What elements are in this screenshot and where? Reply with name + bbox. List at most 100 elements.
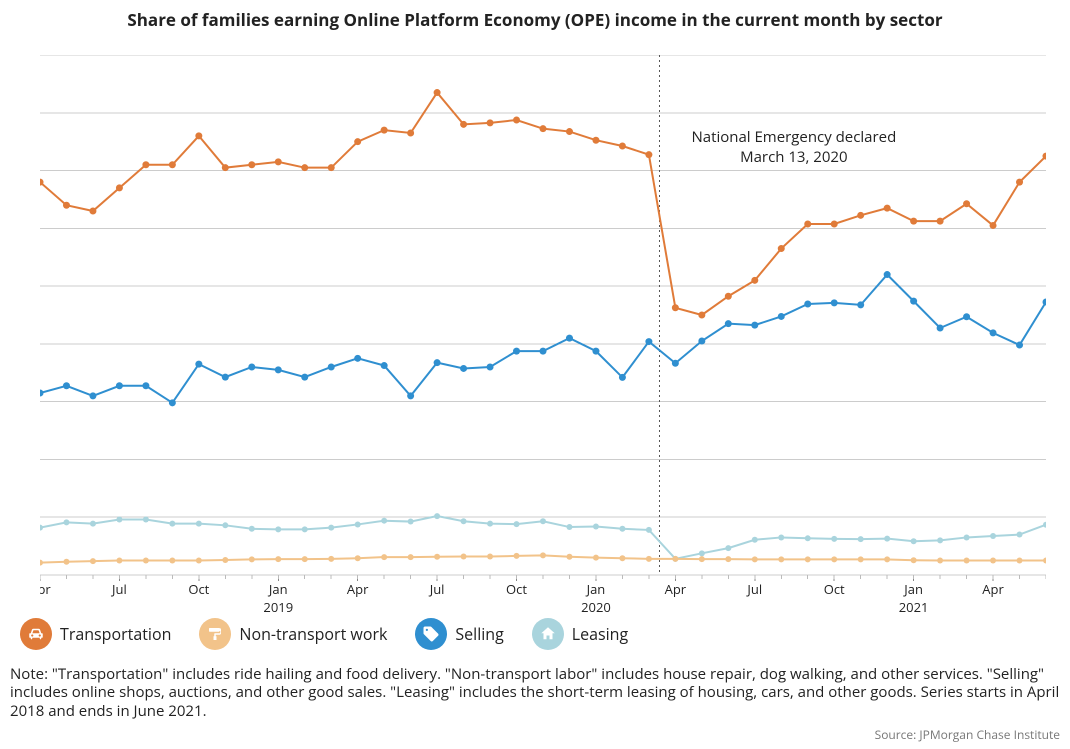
- series-non_transport-point: [408, 554, 414, 560]
- series-transportation-point: [990, 222, 997, 229]
- series-selling-point: [434, 359, 441, 366]
- series-selling: [40, 275, 1046, 403]
- reference-annotation: National Emergency declared March 13, 20…: [691, 128, 896, 167]
- x-year-label: 2021: [899, 598, 929, 616]
- series-non_transport-point: [884, 556, 890, 562]
- series-transportation-point: [645, 151, 652, 158]
- series-selling-point: [222, 374, 229, 381]
- series-leasing-point: [990, 533, 996, 539]
- series-transportation-point: [354, 138, 361, 145]
- series-selling-point: [407, 392, 414, 399]
- series-leasing-point: [381, 518, 387, 524]
- series-non_transport-point: [63, 559, 69, 565]
- x-tick-label: Jan: [585, 580, 606, 598]
- series-transportation-point: [142, 161, 149, 168]
- legend-label: Leasing: [572, 623, 628, 645]
- series-non_transport-point: [805, 556, 811, 562]
- series-selling-point: [725, 320, 732, 327]
- series-transportation-point: [831, 221, 838, 228]
- series-leasing-point: [408, 519, 414, 525]
- series-leasing-point: [805, 535, 811, 541]
- x-tick-label: Jan: [902, 580, 923, 598]
- series-non_transport-point: [646, 556, 652, 562]
- series-leasing-point: [752, 537, 758, 543]
- series-non_transport-point: [593, 555, 599, 561]
- series-leasing-point: [831, 536, 837, 542]
- series-leasing-point: [858, 536, 864, 542]
- legend-label: Non-transport work: [239, 623, 387, 645]
- series-non_transport-point: [1017, 558, 1023, 564]
- car-icon: [20, 618, 52, 650]
- series-non_transport-point: [434, 554, 440, 560]
- series-selling-point: [566, 335, 573, 342]
- legend-item-non_transport: Non-transport work: [199, 618, 387, 650]
- series-leasing-point: [884, 536, 890, 542]
- series-transportation-point: [169, 161, 176, 168]
- x-tick-label: Apr: [665, 580, 687, 598]
- series-non_transport-point: [1043, 558, 1046, 564]
- series-non_transport-point: [699, 556, 705, 562]
- legend-label: Transportation: [60, 623, 171, 645]
- series-transportation-point: [195, 132, 202, 139]
- series-transportation-point: [328, 164, 335, 171]
- series-selling-point: [89, 392, 96, 399]
- series-leasing-point: [328, 525, 334, 531]
- legend-item-leasing: Leasing: [532, 618, 628, 650]
- series-selling-point: [963, 313, 970, 320]
- series-transportation-point: [222, 164, 229, 171]
- x-tick-label: Apr: [40, 580, 51, 598]
- series-non_transport-point: [381, 554, 387, 560]
- x-tick-label: Apr: [982, 580, 1004, 598]
- series-leasing-point: [222, 522, 228, 528]
- series-transportation-point: [248, 161, 255, 168]
- series-leasing-point: [116, 517, 122, 523]
- legend-label: Selling: [455, 623, 503, 645]
- series-non_transport-point: [964, 558, 970, 564]
- series-transportation-point: [619, 143, 626, 150]
- series-transportation-point: [566, 128, 573, 135]
- series-non_transport-point: [937, 558, 943, 564]
- chart-note: Note: "Transportation" includes ride hai…: [10, 665, 1060, 720]
- series-selling-point: [990, 329, 997, 336]
- series-selling-point: [275, 366, 282, 373]
- series-leasing-point: [302, 526, 308, 532]
- series-transportation-point: [1016, 179, 1023, 186]
- series-non_transport-point: [566, 554, 572, 560]
- series-non_transport-point: [540, 552, 546, 558]
- series-selling-point: [248, 364, 255, 371]
- series-selling-point: [910, 298, 917, 305]
- series-leasing-point: [461, 518, 467, 524]
- series-selling-point: [831, 299, 838, 306]
- series-leasing-point: [169, 521, 175, 527]
- series-selling-point: [540, 348, 547, 355]
- series-transportation-point: [434, 89, 441, 96]
- series-selling-point: [884, 271, 891, 278]
- series-non_transport-point: [143, 558, 149, 564]
- series-non_transport-point: [831, 556, 837, 562]
- series-leasing-point: [540, 518, 546, 524]
- series-non_transport-point: [302, 556, 308, 562]
- series-selling-point: [63, 382, 70, 389]
- series-non_transport-point: [514, 553, 520, 559]
- series-leasing-point: [196, 521, 202, 527]
- x-tick-label: Apr: [347, 580, 369, 598]
- chart-title: Share of families earning Online Platfor…: [0, 8, 1070, 31]
- series-leasing-point: [619, 526, 625, 532]
- series-leasing-point: [143, 517, 149, 523]
- series-leasing-point: [40, 525, 43, 531]
- series-non_transport-point: [487, 554, 493, 560]
- series-leasing-point: [964, 534, 970, 540]
- series-transportation-point: [116, 184, 123, 191]
- series-selling-point: [1043, 299, 1047, 306]
- series-leasing-point: [1017, 532, 1023, 538]
- series-leasing-point: [911, 538, 917, 544]
- series-non_transport-point: [249, 556, 255, 562]
- series-transportation-point: [275, 158, 282, 165]
- series-selling-point: [619, 374, 626, 381]
- series-leasing-point: [355, 521, 361, 527]
- series-transportation-point: [540, 125, 547, 132]
- x-tick-label: Jul: [428, 580, 445, 598]
- series-selling-point: [301, 374, 308, 381]
- series-leasing-point: [699, 550, 705, 556]
- series-non_transport-point: [90, 558, 96, 564]
